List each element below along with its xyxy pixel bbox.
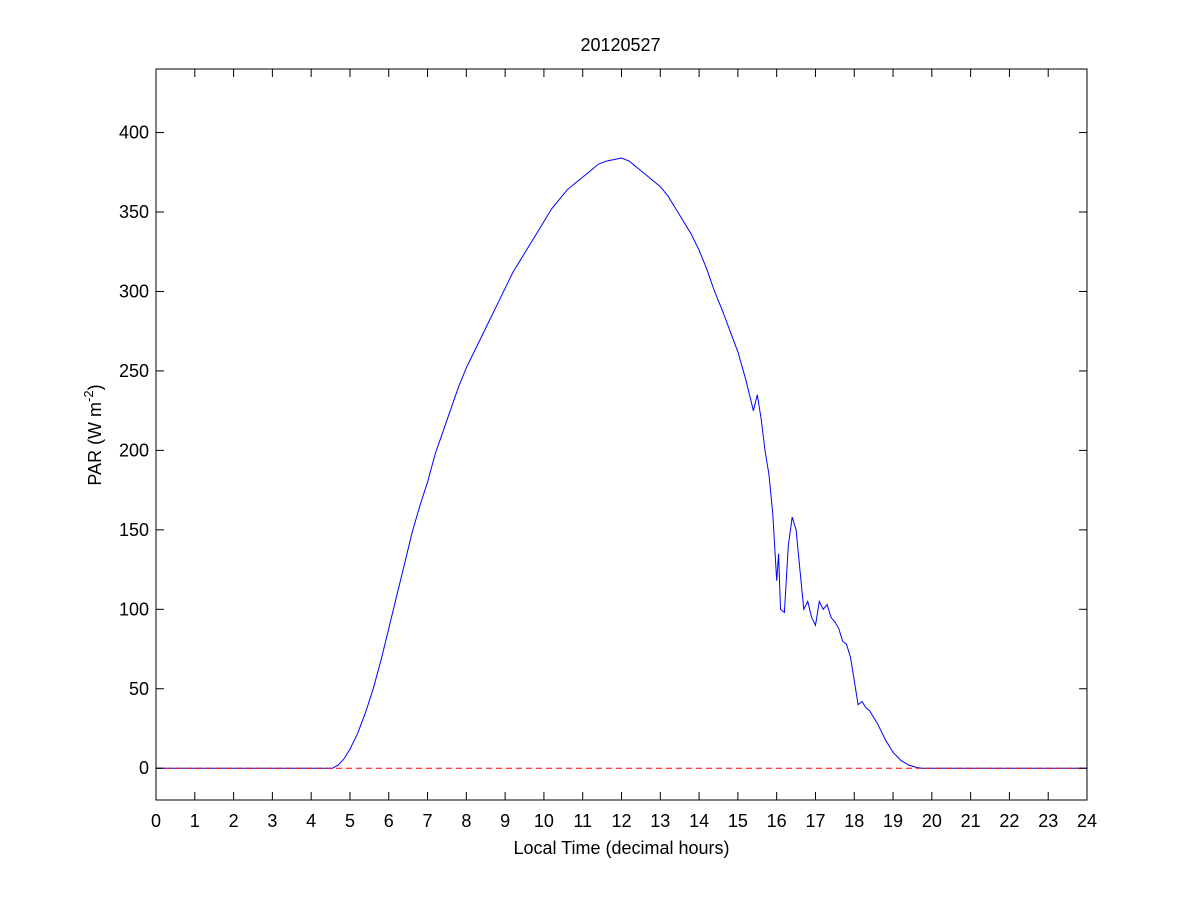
series-layer	[156, 157, 1087, 769]
y-axis-title-prefix: PAR (W m	[85, 402, 105, 486]
x-tick-label: 14	[689, 811, 709, 831]
x-tick-label: 24	[1077, 811, 1097, 831]
y-tick-label: 150	[119, 520, 149, 540]
par-series-line	[156, 157, 1087, 769]
y-tick-label: 350	[119, 202, 149, 222]
x-tick-label: 19	[883, 811, 903, 831]
x-tick-label: 0	[151, 811, 161, 831]
x-tick-label: 10	[534, 811, 554, 831]
x-axis-title: Local Time (decimal hours)	[513, 838, 729, 858]
y-tick-label: 400	[119, 123, 149, 143]
y-tick-label: 200	[119, 440, 149, 460]
y-tick-label: 50	[129, 679, 149, 699]
x-tick-label: 5	[345, 811, 355, 831]
x-tick-label: 9	[500, 811, 510, 831]
x-tick-label: 8	[461, 811, 471, 831]
x-tick-label: 12	[611, 811, 631, 831]
x-tick-label: 4	[306, 811, 316, 831]
x-tick-label: 17	[805, 811, 825, 831]
chart-title: 20120527	[580, 35, 660, 55]
x-tick-label: 1	[190, 811, 200, 831]
x-tick-label: 2	[229, 811, 239, 831]
x-tick-label: 23	[1038, 811, 1058, 831]
x-tick-label: 22	[999, 811, 1019, 831]
y-tick-label: 100	[119, 599, 149, 619]
x-tick-label: 7	[423, 811, 433, 831]
x-tick-label: 21	[961, 811, 981, 831]
x-tick-label: 20	[922, 811, 942, 831]
x-tick-label: 3	[267, 811, 277, 831]
y-tick-label: 0	[139, 758, 149, 778]
x-tick-label: 18	[844, 811, 864, 831]
y-tick-label: 250	[119, 361, 149, 381]
tick-layer: 0 1 2 3 4 5 6 7 8 9 10 11 12 13 14 15 16 17 18 19 20 21 22 23 24…	[119, 69, 1097, 831]
y-tick-label: 300	[119, 281, 149, 301]
y-axis-title-suffix: )	[85, 384, 105, 390]
x-tick-label: 11	[573, 811, 592, 831]
plot-frame	[155, 68, 1088, 801]
x-tick-label: 16	[767, 811, 787, 831]
y-axis-title: PAR (W m-2)	[81, 384, 105, 485]
x-tick-label: 13	[650, 811, 670, 831]
y-axis-title-superscript: -2	[81, 390, 96, 402]
x-tick-label: 15	[728, 811, 748, 831]
x-tick-label: 6	[384, 811, 394, 831]
